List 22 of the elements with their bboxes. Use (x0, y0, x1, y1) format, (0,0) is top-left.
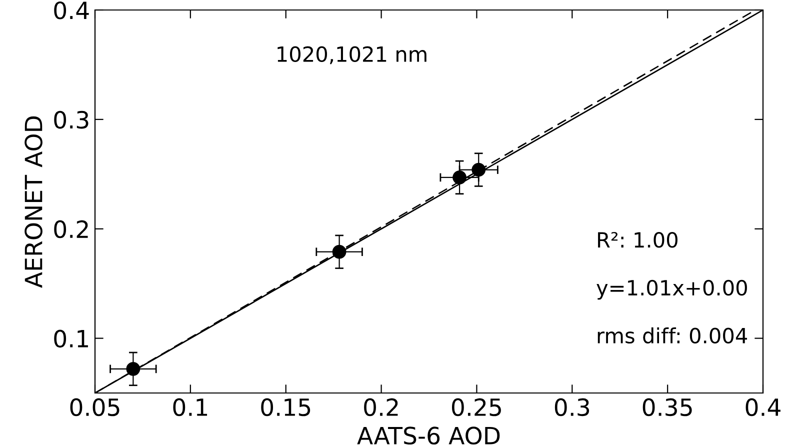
x-tick-label: 0.3 (554, 398, 590, 416)
annotation: y=1.01x+0.00 (596, 280, 747, 300)
y-axis-title: AERONET AOD (24, 116, 42, 288)
x-tick-label: 0.1 (173, 398, 208, 416)
x-axis-title: AATS-6 AOD (357, 426, 500, 445)
x-tick-label: 0.35 (642, 398, 692, 416)
x-tick-label: 0.2 (364, 398, 398, 416)
point (126, 362, 140, 376)
y-tick-label: 0.4 (54, 1, 89, 20)
x-tick-label: 0.15 (261, 398, 310, 416)
point (332, 244, 346, 259)
annotation: 1020,1021 nm (278, 46, 426, 64)
annotation: R²: 1.00 (598, 232, 678, 248)
point (452, 170, 466, 184)
annotation: rms diff: 0.004 (598, 327, 748, 344)
point (472, 162, 486, 177)
x-tick-label: 0.05 (70, 398, 120, 416)
y-tick-label: 0.2 (54, 220, 88, 238)
x-tick-label: 0.4 (746, 398, 780, 416)
y-tick-label: 0.1 (54, 330, 88, 348)
x-tick-label: 0.25 (452, 398, 501, 416)
y-tick-label: 0.3 (54, 110, 88, 129)
